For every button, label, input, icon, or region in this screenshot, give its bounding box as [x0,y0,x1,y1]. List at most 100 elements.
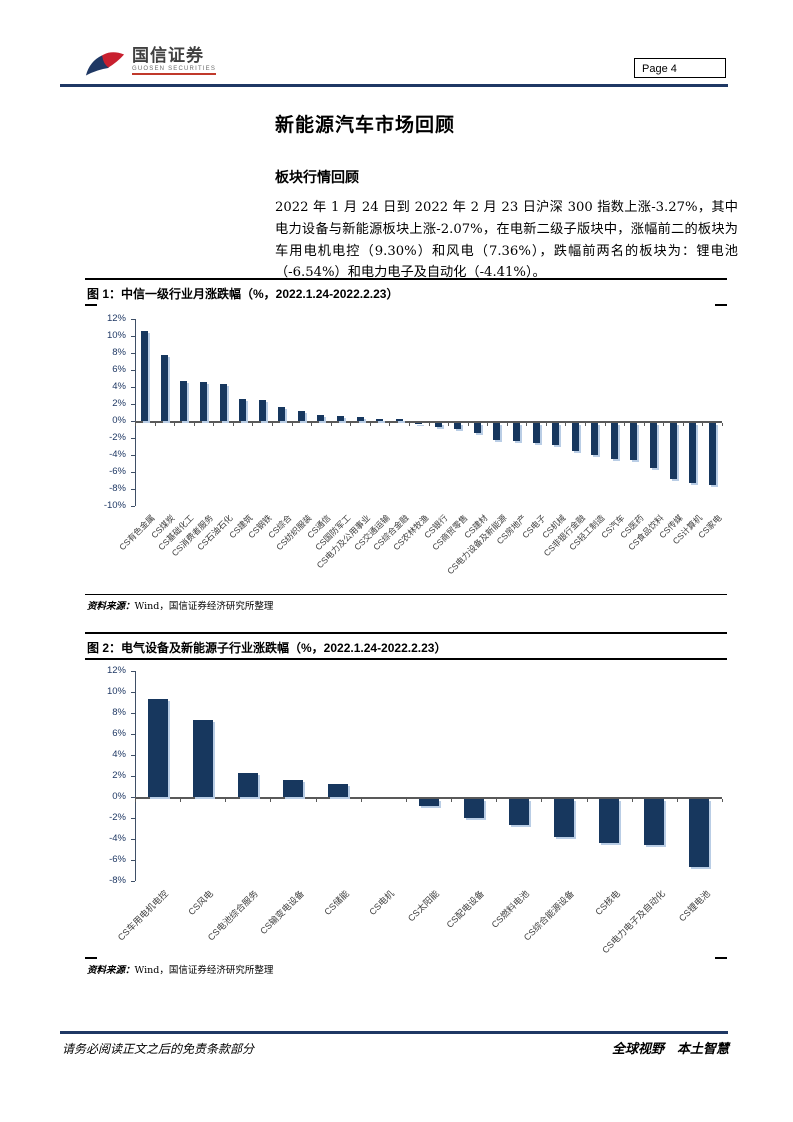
axis-xtick [565,422,567,426]
figure-1-caption-divider [85,304,727,306]
axis-xtick [389,422,391,426]
axis-xtick [213,422,215,426]
axis-xtick [624,422,626,426]
axis-xtick [496,798,498,802]
axis-xtick [252,422,254,426]
axis-ylab: -8% [109,483,126,494]
axis-ytick [131,438,135,439]
axis-ylab: -2% [109,812,126,823]
chart-bar [258,399,266,421]
chart-bar [336,415,344,421]
chart-bar [283,779,304,797]
axis-ylab: -4% [109,449,126,460]
chart-bar [669,422,677,480]
chart-bar [644,798,665,845]
axis-ylab: 6% [112,364,126,375]
chart-bar [147,699,168,797]
axis-ytick [131,881,135,882]
axis-ylab: 12% [106,665,126,676]
category-label: CS燃料电池 [489,888,532,930]
chart-bar [317,415,325,421]
axis-zero [135,797,722,799]
chart-bar [610,422,618,460]
axis-ylab: -6% [109,854,126,865]
category-label: CS风电 [186,888,216,918]
axis-xtick [135,798,136,802]
axis-ylab: -8% [109,875,126,886]
chart-bar [591,422,599,455]
chart-bar [513,422,521,442]
source-label: 资料来源： [87,964,135,976]
axis-xtick [586,798,588,802]
axis-ylab: 8% [112,347,126,358]
axis-ytick [131,671,135,672]
axis-ytick [131,734,135,735]
figure-1-bottom-border [85,594,727,595]
axis-xtick [291,422,293,426]
axis-xtick [643,422,645,426]
axis-ylab: 12% [106,313,126,324]
category-label: CS配电设备 [444,888,487,930]
page-number-box: Page 4 [634,58,726,78]
axis-xtick [448,422,450,426]
axis-ytick [131,319,135,320]
axis-ylab: 10% [106,330,126,341]
category-label: CS锂电池 [676,888,712,924]
chart-bar [689,422,697,483]
chart-bar [571,422,579,451]
axis-xtick [604,422,606,426]
category-label: CS核电 [592,888,622,918]
axis-vline [135,319,136,506]
axis-xtick [722,422,723,426]
chart-bar [278,407,286,421]
chart-bar [141,330,149,421]
axis-xtick [408,422,410,426]
axis-ytick [131,489,135,490]
chart-bar [689,798,710,868]
chart-bar [508,798,529,825]
chart-bar [160,354,168,421]
chart-bar [376,418,384,421]
axis-ylab: -10% [103,500,126,511]
brand-name-cn: 国信证券 [132,46,204,65]
axis-xtick [271,422,273,426]
chart-bar [630,422,638,460]
axis-xtick [225,798,227,802]
axis-xtick [467,422,469,426]
brand-logo: 国信证券 GUOSEN SECURITIES [84,46,217,82]
footer-divider [60,1031,728,1034]
axis-xtick [174,422,176,426]
axis-xtick [135,422,136,426]
figure-2-bar-chart: 12% 10% 8% 6% 4% 2% 0% -2% -4% -6% -8% CS车用电机电控 CS风电… [85,665,727,955]
axis-ylab: 0% [112,415,126,426]
chart-bar [454,422,462,429]
axis-ytick [131,336,135,337]
axis-xtick [676,798,678,802]
figure-1-caption: 图 1：中信一级行业月涨跌幅（%，2022.1.24-2022.2.23） [87,287,399,301]
axis-vline [135,671,136,881]
axis-xtick [154,422,156,426]
axis-ytick [131,370,135,371]
axis-ytick [131,818,135,819]
chart-bar [356,416,364,421]
category-label: CS电机 [367,888,396,918]
figure-2-top-border [85,632,727,634]
chart-bar [180,381,188,421]
chart-bar [553,798,574,838]
figure-2-caption: 图 2：电气设备及新能源子行业涨跌幅（%，2022.1.24-2022.2.23… [87,641,447,655]
axis-xtick [585,422,587,426]
axis-ytick [131,455,135,456]
guosen-logo-icon [85,52,125,76]
axis-ytick [131,860,135,861]
category-label: CS太阳能 [405,888,441,924]
axis-ylab: -2% [109,432,126,443]
figure-2-source: 资料来源：Wind，国信证券经济研究所整理 [85,959,727,976]
page-title: 新能源汽车市场回顾 [275,114,456,136]
chart-bar [463,798,484,819]
category-label: CS输变电设备 [257,888,306,937]
source-text: Wind，国信证券经济研究所整理 [134,601,274,612]
brand-text: 国信证券 GUOSEN SECURITIES [132,46,217,75]
axis-xtick [330,422,332,426]
axis-xtick [722,798,723,802]
